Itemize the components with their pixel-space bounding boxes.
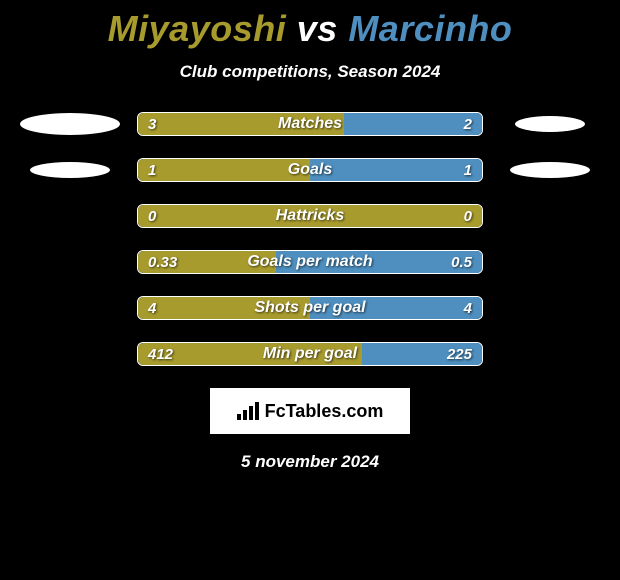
- logo-text: FcTables.com: [265, 401, 384, 422]
- stat-bar: 11Goals: [137, 158, 483, 182]
- marker-right: [495, 250, 605, 274]
- stat-value-right: 0: [464, 205, 472, 227]
- stat-value-left: 3: [148, 113, 156, 135]
- marker-right: [495, 296, 605, 320]
- bar-fill-right: [310, 159, 482, 181]
- page-title: Miyayoshi vs Marcinho: [0, 8, 620, 50]
- ellipse-icon: [515, 116, 585, 132]
- stat-value-left: 4: [148, 297, 156, 319]
- marker-right: [495, 342, 605, 366]
- subtitle: Club competitions, Season 2024: [0, 62, 620, 82]
- stat-value-right: 4: [464, 297, 472, 319]
- ellipse-icon: [20, 113, 120, 135]
- stat-row: 0.330.5Goals per match: [0, 250, 620, 274]
- ellipse-icon: [510, 162, 590, 178]
- stat-value-right: 0.5: [451, 251, 472, 273]
- stat-bar: 00Hattricks: [137, 204, 483, 228]
- stat-value-right: 225: [447, 343, 472, 365]
- comparison-card: Miyayoshi vs Marcinho Club competitions,…: [0, 0, 620, 472]
- vs-label: vs: [297, 8, 338, 49]
- stat-row: 412225Min per goal: [0, 342, 620, 366]
- bar-fill-right: [344, 113, 482, 135]
- bar-chart-icon: [237, 402, 259, 420]
- bar-fill-left: [138, 159, 310, 181]
- marker-right: [495, 158, 605, 182]
- stat-row: 32Matches: [0, 112, 620, 136]
- stat-bar: 44Shots per goal: [137, 296, 483, 320]
- stat-row: 11Goals: [0, 158, 620, 182]
- player2-name: Marcinho: [348, 8, 512, 49]
- bar-fill-left: [138, 297, 310, 319]
- stat-value-right: 2: [464, 113, 472, 135]
- player1-name: Miyayoshi: [108, 8, 287, 49]
- stat-value-left: 412: [148, 343, 173, 365]
- stat-value-right: 1: [464, 159, 472, 181]
- stat-value-left: 1: [148, 159, 156, 181]
- marker-left: [15, 158, 125, 182]
- marker-left: [15, 204, 125, 228]
- marker-left: [15, 342, 125, 366]
- marker-left: [15, 112, 125, 136]
- stat-row: 00Hattricks: [0, 204, 620, 228]
- stat-value-left: 0.33: [148, 251, 177, 273]
- marker-right: [495, 204, 605, 228]
- stat-value-left: 0: [148, 205, 156, 227]
- bar-fill-right: [310, 297, 482, 319]
- stats-rows: 32Matches11Goals00Hattricks0.330.5Goals …: [0, 112, 620, 366]
- bar-fill-left: [138, 205, 482, 227]
- ellipse-icon: [30, 162, 110, 178]
- logo-box: FcTables.com: [210, 388, 410, 434]
- stat-row: 44Shots per goal: [0, 296, 620, 320]
- marker-right: [495, 112, 605, 136]
- date-label: 5 november 2024: [0, 452, 620, 472]
- marker-left: [15, 296, 125, 320]
- stat-bar: 412225Min per goal: [137, 342, 483, 366]
- marker-left: [15, 250, 125, 274]
- stat-bar: 0.330.5Goals per match: [137, 250, 483, 274]
- bar-fill-left: [138, 113, 344, 135]
- stat-bar: 32Matches: [137, 112, 483, 136]
